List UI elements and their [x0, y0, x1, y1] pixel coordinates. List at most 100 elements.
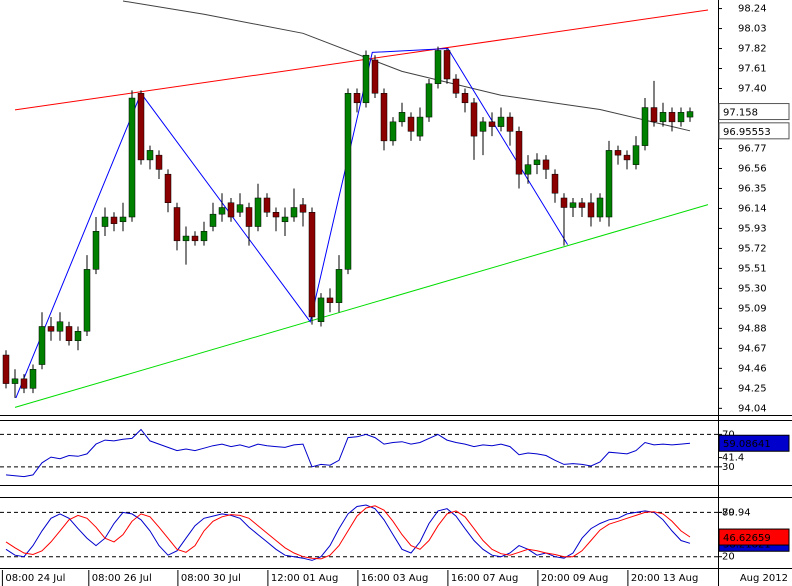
candle-body	[398, 112, 406, 123]
candle-body	[335, 269, 343, 303]
candle-body	[596, 197, 604, 218]
y-tick-label: 95.72	[738, 243, 767, 254]
y-tick-label: 94.67	[738, 343, 767, 354]
candle-body	[677, 112, 685, 123]
y-tick-label: 97.61	[738, 64, 767, 75]
y-tick-label: 80	[722, 507, 735, 518]
candle-body	[56, 321, 64, 332]
candle-body	[515, 131, 523, 175]
candle-body	[461, 93, 469, 104]
candle-body	[29, 369, 37, 389]
y-tick-label: 94.88	[738, 323, 767, 334]
candle-body	[155, 154, 163, 170]
x-tick-label: 08:00 24 Jul	[5, 573, 65, 584]
price-label: 96.95553	[723, 127, 771, 138]
candle-body	[101, 216, 109, 227]
candle-body	[479, 121, 487, 132]
candle-body	[686, 111, 694, 118]
candle-body	[614, 150, 622, 156]
x-tick-label: 08:00 30 Jul	[181, 573, 241, 584]
candle-body	[578, 202, 586, 208]
candle-body	[623, 154, 631, 161]
trend-line	[14, 204, 709, 408]
candle-body	[272, 212, 280, 218]
y-tick-label: 96.56	[738, 163, 767, 174]
price-label: 46.62659	[723, 533, 771, 544]
candle-body	[290, 207, 298, 218]
candle-body	[587, 202, 595, 218]
y-tick-label: 41.4	[722, 453, 744, 464]
candle-body	[263, 197, 271, 213]
candle-body	[20, 378, 28, 389]
y-tick-label: 96.77	[738, 143, 767, 154]
candle-body	[506, 116, 514, 132]
trend-line	[14, 9, 709, 111]
candle-body	[200, 231, 208, 242]
candle-body	[488, 121, 496, 127]
x-axis-label: Aug 2012	[740, 573, 788, 584]
candle-body	[497, 116, 505, 127]
y-tick-label: 97.82	[738, 44, 767, 55]
candle-body	[110, 216, 118, 224]
y-tick-label: 95.30	[738, 283, 767, 294]
x-tick-label: 16:00 03 Aug	[361, 573, 428, 584]
indicator-line	[5, 505, 691, 560]
candle-body	[353, 93, 361, 104]
candle-body	[668, 112, 676, 123]
price-box	[718, 122, 790, 140]
candle-body	[641, 107, 649, 146]
y-tick-label: 96.35	[738, 183, 767, 194]
y-tick-label: 97.40	[738, 84, 767, 95]
candle-body	[560, 197, 568, 208]
candle-body	[425, 83, 433, 118]
candle-body	[245, 207, 253, 227]
y-tick-label: 94.04	[738, 403, 767, 414]
candle-body	[254, 197, 262, 227]
candle-body	[533, 159, 541, 165]
candle-body	[416, 116, 424, 137]
x-tick-label: 08:00 26 Jul	[92, 573, 152, 584]
candle-body	[119, 216, 127, 223]
candle-body	[236, 204, 244, 213]
candle-body	[524, 164, 532, 175]
x-tick-label: 16:00 07 Aug	[451, 573, 518, 584]
x-tick-label: 20:00 09 Aug	[541, 573, 608, 584]
candle-body	[83, 269, 91, 332]
y-tick-label: 30	[722, 462, 735, 473]
candle-body	[218, 207, 226, 215]
candle-body	[542, 159, 550, 170]
candle-body	[371, 59, 379, 94]
y-tick-label: 98.24	[738, 4, 767, 15]
candle-body	[227, 202, 235, 218]
candle-body	[308, 212, 316, 318]
candle-body	[380, 93, 388, 142]
candle-body	[389, 121, 397, 142]
y-tick-label: 94.25	[738, 383, 767, 394]
candle-body	[299, 204, 307, 213]
candle-body	[605, 150, 613, 218]
price-box	[718, 434, 790, 452]
candle-body	[74, 330, 82, 342]
y-tick-label: 98.03	[738, 24, 767, 35]
y-tick-label: 96.14	[738, 203, 767, 214]
price-label: 97.158	[723, 108, 758, 119]
indicator-line	[5, 504, 691, 561]
indicator-line	[5, 428, 691, 478]
y-tick-label: 79.94	[722, 507, 751, 518]
price-label: 59.08641	[723, 439, 771, 450]
moving-average	[122, 0, 691, 132]
candle-body	[182, 235, 190, 242]
candle-body	[362, 54, 370, 104]
candle-body	[164, 173, 172, 203]
candle-body	[569, 202, 577, 208]
candle-body	[344, 93, 352, 270]
candle-body	[92, 231, 100, 270]
x-tick-label: 20:00 13 Aug	[631, 573, 698, 584]
candle-body	[128, 97, 136, 218]
candle-body	[470, 102, 478, 137]
candle-body	[173, 207, 181, 242]
candle-body	[38, 326, 46, 365]
candle-body	[407, 116, 415, 132]
